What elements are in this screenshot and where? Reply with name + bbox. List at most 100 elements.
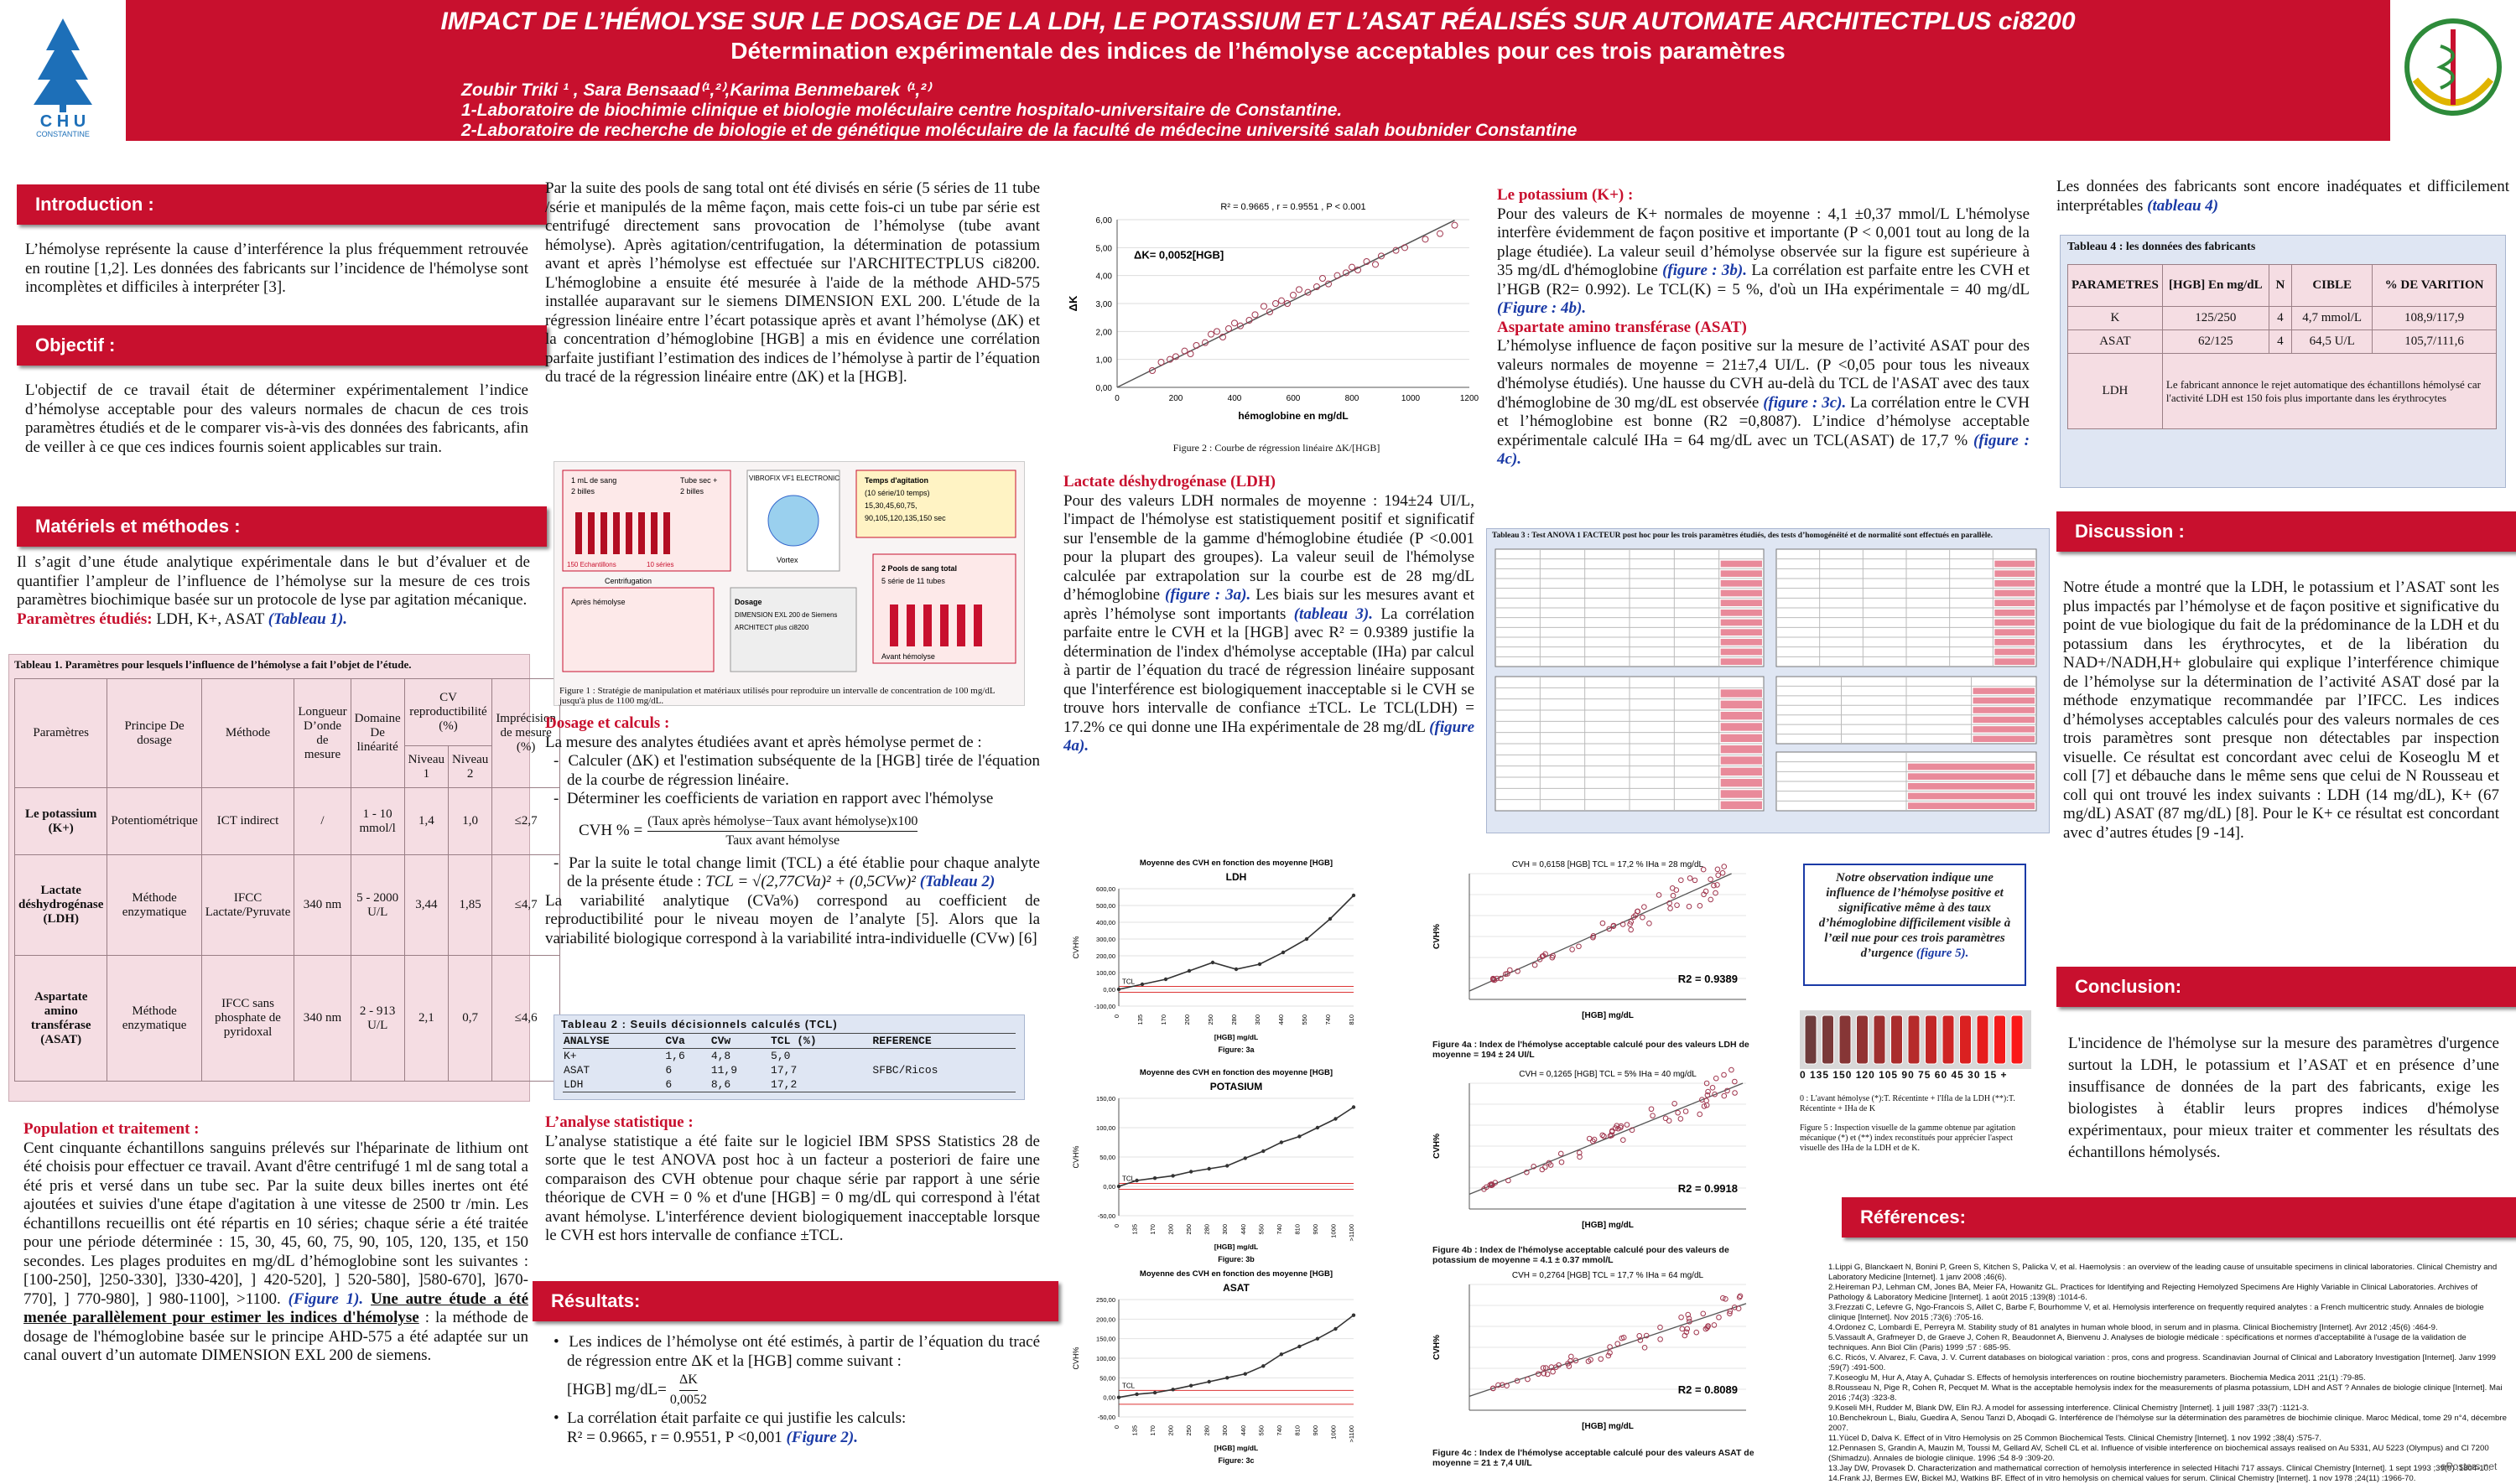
fig4-point — [1666, 900, 1672, 906]
fig4-point — [1713, 890, 1718, 896]
fig3-xtick: 135 — [1131, 1224, 1139, 1235]
fig2-point — [1296, 286, 1302, 293]
t2-cell: 17,2 — [771, 1078, 798, 1091]
reference-item: 6.C. Ricós, V. Alvarez, F. Cava, J. V. C… — [1828, 1353, 2497, 1372]
figure-4c: CVH = 0,2764 [HGB] TCL = 17,7 % IHa = 64… — [1426, 1266, 1761, 1471]
cvh-formula: CVH % = (Taux après hémolyse−Taux avant … — [545, 812, 1040, 851]
fig3-xtick: 170 — [1149, 1425, 1157, 1436]
fig2-point — [1392, 246, 1400, 254]
resultats-heading: Résultats: — [533, 1281, 1058, 1321]
figure-3a: Moyenne des CVH en fonction des moyenne … — [1067, 855, 1369, 1056]
fig3-point — [1188, 1170, 1193, 1174]
reference-item: 2.Heireman PJ, Lehman CM, Jones BA, Meie… — [1828, 1283, 2478, 1302]
fig1-label: VIBROFIX VF1 ELECTRONIC — [749, 475, 840, 482]
t2-cell: 11,9 — [710, 1064, 738, 1077]
objectif-heading: Objectif : — [17, 325, 547, 366]
fig4-point — [1539, 1166, 1546, 1173]
tab3-highlight — [1720, 570, 1762, 577]
fig3-ytick: -50,00 — [1098, 1212, 1115, 1220]
fig4-point — [1490, 1385, 1496, 1392]
ldh-ref-2: (tableau 3). — [1293, 604, 1374, 623]
fig1-label: 15,30,45,60,75, — [865, 501, 918, 510]
fig4-point — [1628, 919, 1635, 925]
stat-block: L’analyse statistique : L’analyse statis… — [545, 1113, 1040, 1246]
t1-cell: Aspartate amino transférase (ASAT) — [13, 955, 108, 1082]
res-text-1: Les indices de l’hémolyse ont été estimé… — [567, 1333, 1041, 1370]
fig5-tube — [1925, 1014, 1937, 1065]
tab3-highlight — [1720, 700, 1762, 708]
dosage-bullet-1: Calculer (ΔK) et l'estimation subséquent… — [567, 752, 1040, 789]
fig3-series-label: POTASIUM — [1210, 1081, 1262, 1092]
fig2-ytick: 0,00 — [1096, 384, 1113, 393]
fig4-point — [1576, 1149, 1583, 1156]
fig3-ytick: 50,00 — [1099, 1154, 1115, 1161]
figure-5-caption-1: 0 : L'avant hémolyse (*):T. Récentinte +… — [1800, 1094, 2015, 1113]
fig4-point — [1657, 1324, 1663, 1331]
fig3-ytick: -100,00 — [1094, 1003, 1115, 1010]
reference-item: 10.Benchekroun L, Bialu, Guedira A, Seno… — [1828, 1414, 2507, 1433]
figure-4a-chart: CVH = 0,6158 [HGB] TCL = 17,2 % IHa = 28… — [1432, 860, 1746, 1020]
reference-item: 5.Vassault A, Grafmeyer D, de Graeve J, … — [1828, 1333, 2467, 1352]
fig4-header: CVH = 0,1265 [HGB] TCL = 5% IHa = 40 mg/… — [1519, 1070, 1697, 1079]
figure-3b: Moyenne des CVH en fonction des moyenne … — [1067, 1065, 1369, 1266]
fig4-point — [1619, 921, 1626, 927]
fig3-ytick: 100,00 — [1096, 1124, 1115, 1132]
ldh-text-2: Les biais sur les mesures avant et après… — [1063, 586, 1475, 623]
fig3-ytick: 50,00 — [1099, 1374, 1115, 1382]
fig2-point — [1272, 300, 1279, 307]
figure-1: 1 mL de sang 2 billes Tube sec + 2 bille… — [554, 461, 1025, 706]
objectif-text: L'objectif de ce travail était de déterm… — [25, 381, 528, 456]
discussion-heading: Discussion : — [2056, 511, 2516, 552]
t2-cell: 5,0 — [771, 1050, 791, 1062]
table-3-caption: Tableau 3 : Test ANOVA 1 FACTEUR post ho… — [1492, 532, 1993, 540]
table-3-panel: Tableau 3 : Test ANOVA 1 FACTEUR post ho… — [1486, 528, 2050, 833]
fig2-point — [1313, 283, 1320, 290]
fig3-tcl-label: TCL — [1122, 978, 1136, 986]
fig2-ytick: 3,00 — [1096, 300, 1113, 309]
tab3-highlight — [1994, 570, 2035, 577]
fig3-ytick: 0,00 — [1103, 1394, 1115, 1402]
fig3-xtick: 810 — [1348, 1014, 1355, 1025]
tab3-highlight — [1720, 589, 1762, 597]
fig4-point — [1721, 1071, 1727, 1078]
fig4-point — [1701, 1103, 1708, 1109]
fig1-label: 1 mL de sang — [571, 476, 616, 485]
fig3-point — [1152, 1390, 1157, 1395]
fig4-point — [1648, 1106, 1655, 1113]
fig4-point — [1692, 877, 1698, 884]
ldh-block: Lactate déshydrogénase (LDH) Pour des va… — [1063, 473, 1474, 756]
fig3-xtick: 740 — [1276, 1425, 1283, 1436]
fig5-tube — [1976, 1014, 1989, 1065]
fig1-label: Après hémolyse — [571, 598, 626, 606]
fig2-point — [1349, 263, 1355, 271]
fig4-point — [1704, 1092, 1711, 1098]
population-text2: : la méthode de dosage de l'hémoglobine … — [23, 1309, 528, 1364]
t4-cell: 125/250 — [2161, 306, 2269, 330]
fig3-point — [1171, 1388, 1175, 1392]
tab3-highlight — [1908, 802, 2035, 809]
fig4-point — [1666, 1118, 1672, 1123]
resultats-block: • Les indices de l’hémolyse ont été esti… — [545, 1333, 1040, 1447]
fig2-point — [1451, 221, 1458, 229]
fig3-ytick: 500,00 — [1096, 902, 1115, 910]
introduction-heading: Introduction : — [17, 184, 547, 225]
references-heading: Références: — [1842, 1197, 2516, 1238]
fig3-series-line — [1118, 1106, 1354, 1187]
fig1-label: Vortex — [777, 556, 798, 564]
fig2-xtick: 1200 — [1460, 394, 1479, 403]
tab3-highlight — [1973, 726, 2035, 733]
fig4-point — [1614, 1123, 1620, 1129]
fig2-point — [1237, 322, 1244, 329]
t2-cell: 1,6 — [665, 1050, 685, 1062]
t2-h: CVa — [665, 1035, 685, 1047]
fig5-tube — [2010, 1014, 2024, 1065]
fig2-annotation: ΔK= 0,0052[HGB] — [1134, 249, 1224, 262]
fig3-point — [1207, 1379, 1211, 1384]
fig4-point — [1716, 1314, 1722, 1321]
table-4-panel: Tableau 4 : les données des fabricants P… — [2060, 235, 2506, 488]
fig4-point — [1711, 882, 1717, 889]
fig2-ytick: 6,00 — [1096, 216, 1113, 226]
fig2-point — [1333, 272, 1341, 279]
fig1-label: 2 billes — [571, 487, 595, 496]
ldh-text-3: La corrélation parfaite entre le CVH et … — [1063, 604, 1474, 736]
